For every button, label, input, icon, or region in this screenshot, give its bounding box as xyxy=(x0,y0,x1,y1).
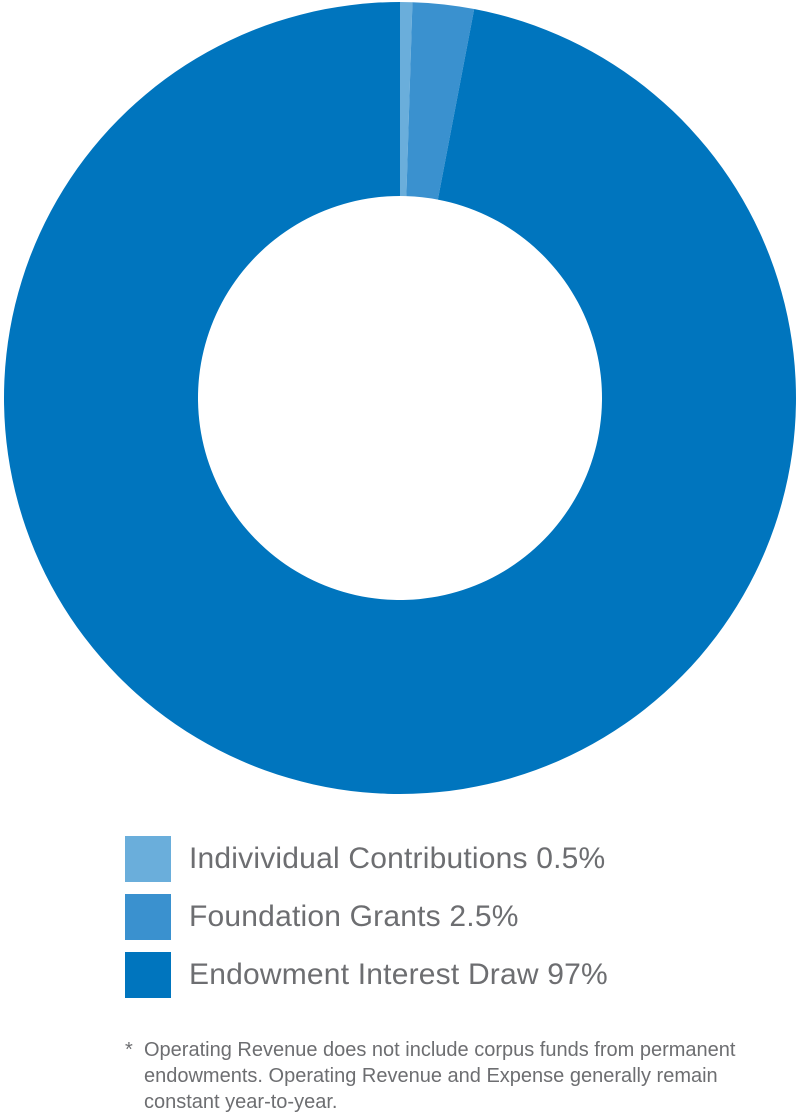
legend-item-endowment-interest-draw: Endowment Interest Draw 97% xyxy=(125,951,608,998)
donut-slice-2 xyxy=(4,2,797,794)
footnote-marker: * xyxy=(125,1039,133,1061)
footnote: * Operating Revenue does not include cor… xyxy=(125,1037,785,1115)
donut-slice-1 xyxy=(406,2,475,200)
legend-swatch xyxy=(125,835,171,882)
legend-label: Endowment Interest Draw 97% xyxy=(189,957,608,991)
legend-item-individual-contributions: Indivividual Contributions 0.5% xyxy=(125,835,608,882)
donut-chart xyxy=(4,2,797,794)
legend-swatch xyxy=(125,893,171,940)
chart-legend: Indivividual Contributions 0.5% Foundati… xyxy=(125,835,608,1009)
legend-label: Foundation Grants 2.5% xyxy=(189,899,519,933)
legend-item-foundation-grants: Foundation Grants 2.5% xyxy=(125,893,608,940)
legend-swatch xyxy=(125,951,171,998)
legend-label: Indivividual Contributions 0.5% xyxy=(189,841,606,875)
donut-slice-0 xyxy=(400,2,413,197)
footnote-text: Operating Revenue does not include corpu… xyxy=(144,1039,736,1113)
